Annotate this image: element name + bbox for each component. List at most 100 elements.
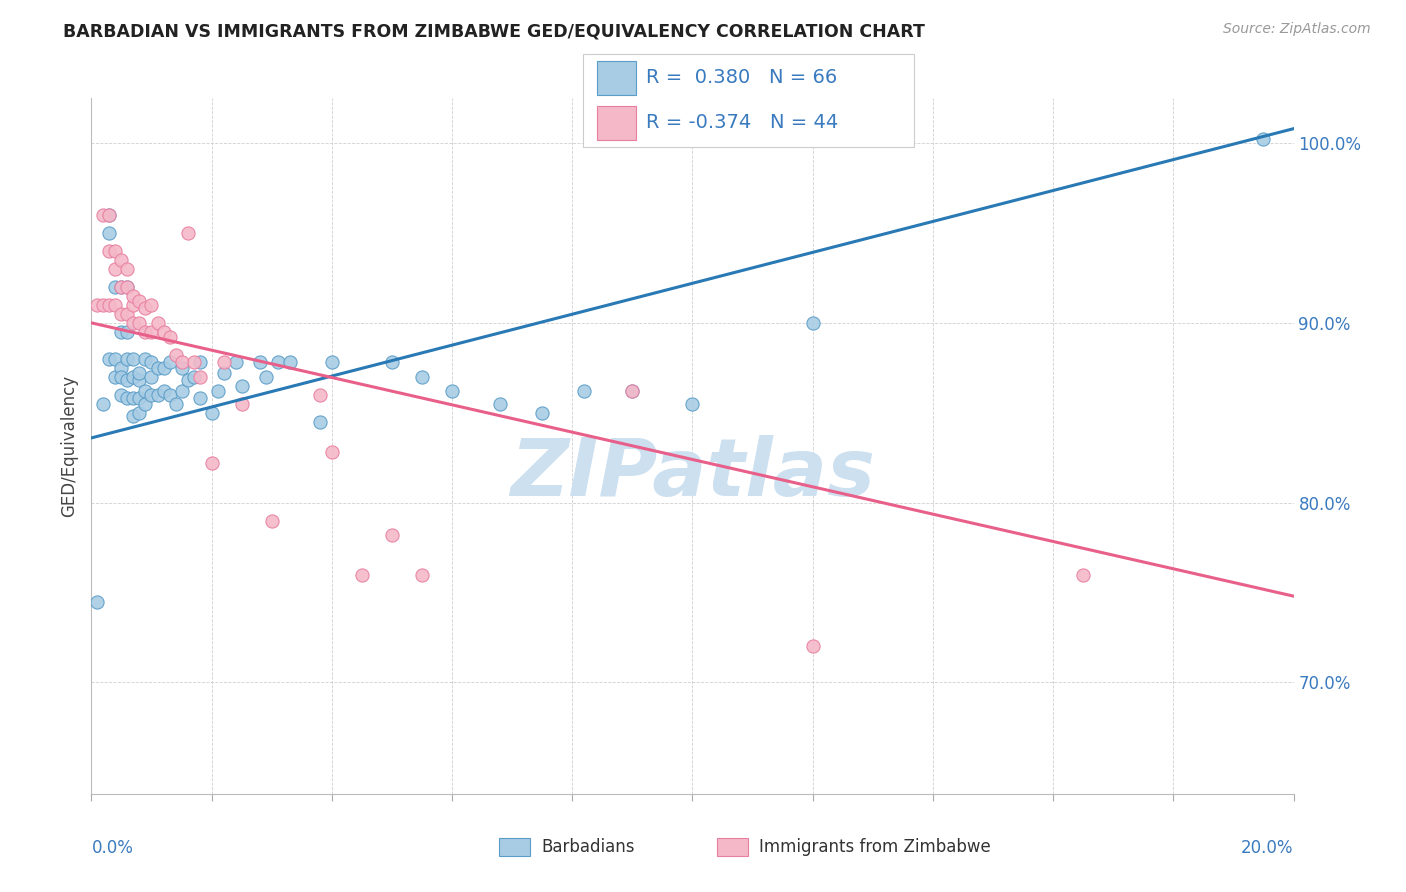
Point (801, 316, 824, 330)
Point (86, 594, 108, 608)
Point (117, 392, 139, 406)
Point (231, 397, 253, 411)
Point (141, 325, 163, 339)
Text: R = -0.374   N = 44: R = -0.374 N = 44 (647, 113, 838, 132)
Point (93, 397, 115, 411)
Point (188, 355, 211, 369)
Text: BARBADIAN VS IMMIGRANTS FROM ZIMBABWE GED/EQUIVALENCY CORRELATION CHART: BARBADIAN VS IMMIGRANTS FROM ZIMBABWE GE… (63, 22, 925, 40)
Point (159, 388, 181, 402)
Point (117, 280, 139, 294)
Point (122, 298, 145, 312)
Point (621, 384, 644, 399)
Point (531, 406, 554, 420)
Point (212, 355, 235, 369)
Point (183, 369, 205, 384)
Point (117, 280, 139, 294)
Point (93, 208, 115, 222)
Point (165, 348, 187, 362)
Point (170, 384, 193, 399)
Point (308, 388, 330, 402)
Point (98, 298, 121, 312)
Point (117, 351, 139, 366)
Point (188, 369, 211, 384)
Point (134, 351, 156, 366)
Point (1071, 567, 1094, 582)
Point (110, 369, 132, 384)
Text: ZIPatlas: ZIPatlas (510, 434, 875, 513)
Point (122, 409, 145, 424)
Point (98, 244, 121, 258)
Point (98, 208, 121, 222)
Point (122, 351, 145, 366)
Point (98, 226, 121, 240)
Y-axis label: GED/Equivalency: GED/Equivalency (60, 375, 79, 517)
Point (110, 280, 132, 294)
Point (122, 316, 145, 330)
Point (170, 355, 193, 369)
Point (212, 366, 235, 380)
Point (249, 355, 271, 369)
Point (128, 316, 150, 330)
Point (117, 261, 139, 276)
Point (98, 208, 121, 222)
Point (122, 369, 145, 384)
FancyBboxPatch shape (596, 61, 637, 95)
Point (128, 406, 150, 420)
Text: Immigrants from Zimbabwe: Immigrants from Zimbabwe (759, 838, 991, 856)
Point (86, 298, 108, 312)
Point (134, 325, 156, 339)
Point (165, 397, 187, 411)
Point (117, 373, 139, 387)
Point (141, 388, 163, 402)
Point (321, 445, 343, 459)
Point (93, 298, 115, 312)
Text: Source: ZipAtlas.com: Source: ZipAtlas.com (1223, 22, 1371, 37)
Point (110, 307, 132, 321)
Point (104, 244, 127, 258)
Point (128, 392, 150, 406)
Point (134, 301, 156, 316)
Point (159, 330, 181, 344)
Point (110, 360, 132, 375)
FancyBboxPatch shape (596, 106, 637, 140)
Point (134, 397, 156, 411)
Point (128, 294, 150, 309)
Point (117, 325, 139, 339)
Point (254, 369, 277, 384)
Point (411, 567, 433, 582)
Point (98, 351, 121, 366)
Point (170, 360, 193, 375)
Point (134, 384, 156, 399)
Point (681, 397, 703, 411)
Point (278, 355, 301, 369)
Point (104, 298, 127, 312)
Point (104, 351, 127, 366)
Point (308, 415, 330, 429)
Point (176, 373, 198, 387)
Point (117, 307, 139, 321)
Point (321, 355, 343, 369)
Point (110, 325, 132, 339)
Point (104, 280, 127, 294)
Point (1253, 132, 1275, 146)
Point (225, 355, 247, 369)
Point (104, 261, 127, 276)
Point (141, 355, 163, 369)
Point (381, 355, 404, 369)
Point (128, 373, 150, 387)
Point (152, 360, 174, 375)
Point (621, 384, 644, 399)
Point (141, 298, 163, 312)
Point (231, 378, 253, 392)
Point (201, 456, 224, 470)
Point (141, 369, 163, 384)
Point (104, 369, 127, 384)
Point (176, 226, 198, 240)
Point (207, 384, 229, 399)
Point (122, 392, 145, 406)
Point (183, 355, 205, 369)
Text: Barbadians: Barbadians (541, 838, 636, 856)
Point (201, 406, 224, 420)
Point (188, 392, 211, 406)
Point (489, 397, 512, 411)
